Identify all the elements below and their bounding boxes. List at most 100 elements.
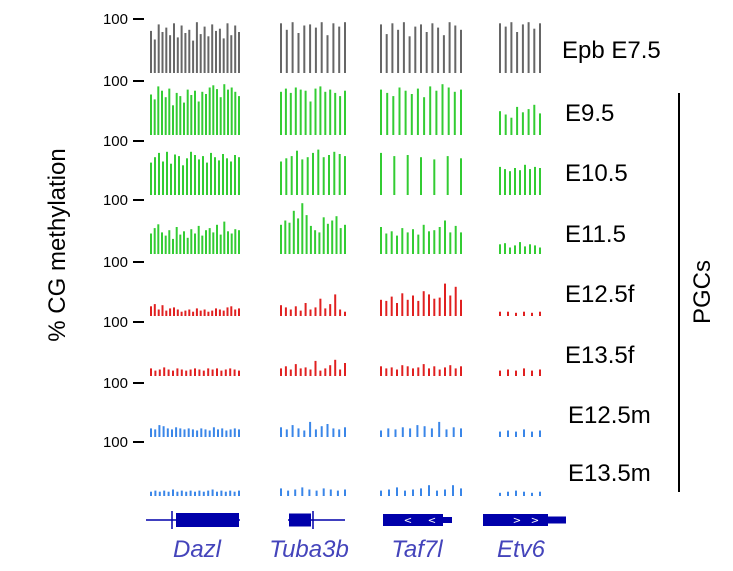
methylation-bar <box>227 89 229 135</box>
methylation-bar <box>280 161 282 195</box>
methylation-bar <box>154 157 156 195</box>
methylation-bar <box>446 156 449 195</box>
methylation-bar <box>338 429 341 437</box>
methylation-bar <box>238 96 240 135</box>
methylation-bar <box>150 94 152 135</box>
methylation-bar <box>199 310 202 316</box>
methylation-bar <box>339 369 342 376</box>
methylation-bar <box>190 95 193 135</box>
methylation-bar <box>319 370 322 376</box>
track-label: E9.5 <box>565 100 614 127</box>
methylation-bar <box>197 225 200 254</box>
methylation-bar <box>238 157 240 195</box>
methylation-bar <box>531 492 533 496</box>
methylation-bar <box>514 245 516 254</box>
methylation-bar <box>306 157 309 195</box>
methylation-bar <box>150 162 152 195</box>
methylation-bar <box>204 429 207 437</box>
methylation-bar <box>195 22 198 73</box>
methylation-bar <box>422 364 425 376</box>
methylation-bar <box>324 308 327 316</box>
methylation-bar <box>194 491 196 496</box>
methylation-bar <box>515 370 517 376</box>
methylation-bar <box>167 491 170 496</box>
methylation-bar <box>539 311 541 316</box>
methylation-bar <box>515 490 517 496</box>
methylation-bar <box>509 247 511 254</box>
methylation-bar <box>454 368 457 376</box>
methylation-bar <box>401 365 404 376</box>
methylation-bar <box>215 308 217 316</box>
gene-labels: Dazl Tuba3b Taf7l Etv6 <box>173 536 546 563</box>
methylation-bar <box>385 233 388 254</box>
methylation-bar <box>188 309 191 316</box>
methylation-bar <box>207 490 210 496</box>
methylation-bar <box>344 22 346 73</box>
methylation-bar <box>332 428 335 437</box>
methylation-bar <box>523 429 525 437</box>
methylation-bar <box>344 427 346 437</box>
methylation-bar <box>510 22 513 73</box>
methylation-bar <box>208 228 211 254</box>
pgcs-label: PGCs <box>689 260 716 324</box>
methylation-bar <box>287 490 290 496</box>
track-label: E12.5f <box>565 281 635 308</box>
methylation-bar <box>410 94 413 135</box>
methylation-bar <box>422 291 425 316</box>
methylation-bar <box>433 230 436 254</box>
methylation-bar <box>217 429 219 437</box>
methylation-bar <box>290 156 293 195</box>
methylation-bar <box>428 368 430 376</box>
methylation-bar <box>315 490 318 496</box>
y-tick-label: 100 <box>103 133 128 150</box>
methylation-bar <box>168 230 171 254</box>
methylation-bar <box>216 224 218 254</box>
methylation-bar <box>185 491 188 496</box>
methylation-bar <box>420 488 422 496</box>
methylation-bar <box>380 430 382 437</box>
methylation-bar <box>344 90 346 135</box>
methylation-bar <box>153 304 156 316</box>
methylation-bar <box>163 490 166 496</box>
methylation-bar <box>409 428 412 437</box>
methylation-bar <box>179 234 182 254</box>
methylation-bar <box>515 312 517 316</box>
methylation-bar <box>406 299 409 316</box>
methylation-bar <box>201 91 204 135</box>
methylation-bar <box>396 235 398 254</box>
methylation-bar <box>437 27 440 74</box>
methylation-bar <box>150 491 152 496</box>
methylation-bar <box>189 490 192 496</box>
methylation-bar <box>285 158 288 195</box>
methylation-bar <box>507 369 509 376</box>
methylation-bar <box>291 425 294 437</box>
methylation-bar <box>173 23 175 73</box>
methylation-bar <box>238 308 240 316</box>
methylation-bar <box>445 429 448 437</box>
row-labels: Epb E7.5 E9.5 E10.5 E11.5 E12.5f E13.5f E12.5m… <box>562 37 661 487</box>
methylation-bar <box>444 489 446 496</box>
methylation-bar <box>234 229 237 254</box>
methylation-bar <box>529 244 531 254</box>
methylation-bar <box>304 303 307 316</box>
methylation-bar <box>167 369 170 376</box>
methylation-bar <box>428 294 430 316</box>
y-tick-label: 100 <box>103 11 128 28</box>
methylation-bar <box>448 22 451 73</box>
methylation-bar <box>438 297 441 316</box>
methylation-bar <box>499 431 501 437</box>
methylation-bar <box>212 232 215 254</box>
methylation-bar <box>226 23 229 73</box>
methylation-bar <box>334 92 337 135</box>
methylation-bar <box>216 368 218 376</box>
methylation-bar <box>190 229 193 254</box>
methylation-bar <box>438 369 441 376</box>
methylation-bar <box>539 430 541 437</box>
methylation-bar <box>519 242 521 254</box>
methylation-bar <box>428 231 430 254</box>
methylation-bar <box>435 90 438 135</box>
methylation-bar <box>280 488 282 496</box>
methylation-bar <box>324 91 327 135</box>
methylation-bar <box>226 158 228 195</box>
methylation-bar <box>172 489 174 496</box>
